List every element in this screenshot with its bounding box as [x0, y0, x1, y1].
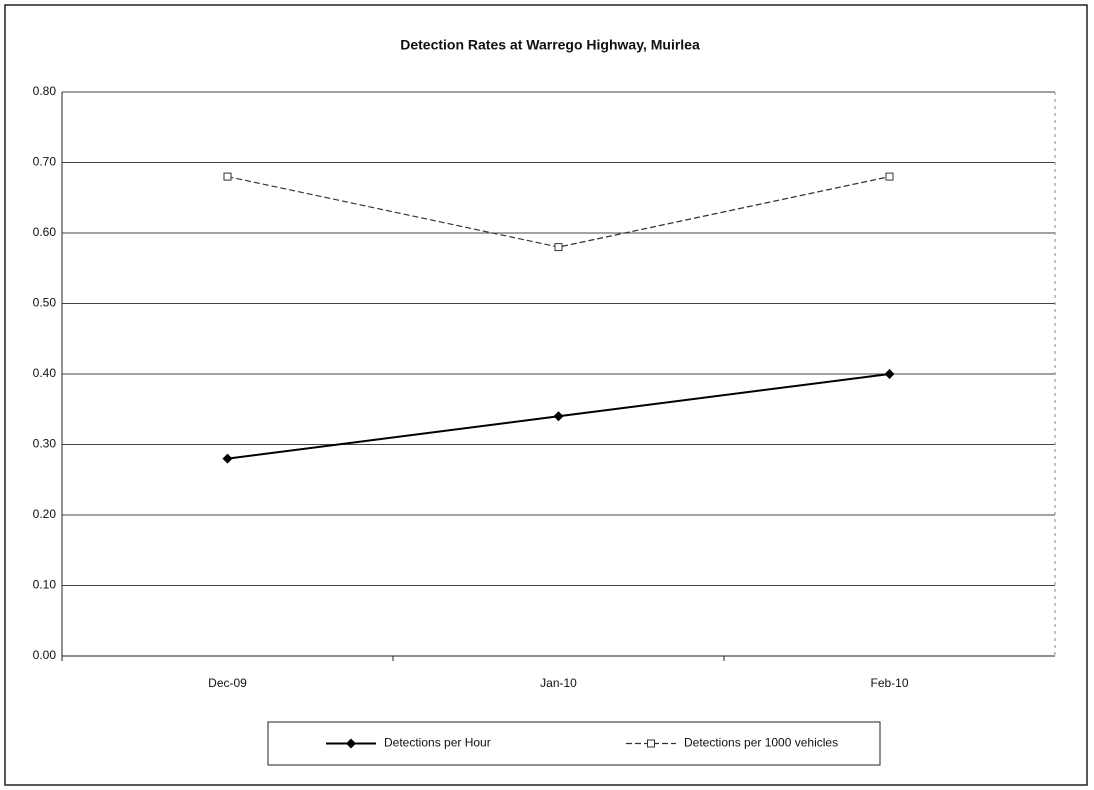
y-tick-label: 0.50: [33, 296, 57, 310]
y-tick-label: 0.70: [33, 155, 57, 169]
x-tick-label: Jan-10: [540, 676, 577, 690]
y-tick-label: 0.40: [33, 366, 57, 380]
legend-marker: [346, 738, 356, 749]
legend-label: Detections per 1000 vehicles: [684, 736, 838, 750]
y-tick-label: 0.00: [33, 648, 57, 662]
y-tick-label: 0.30: [33, 437, 57, 451]
chart-frame: [4, 4, 1088, 786]
marker: [885, 172, 894, 181]
x-tick-label: Feb-10: [870, 676, 908, 690]
chart-title: Detection Rates at Warrego Highway, Muir…: [400, 37, 700, 53]
y-tick-label: 0.80: [33, 84, 57, 98]
marker: [554, 243, 563, 252]
legend-marker: [647, 739, 655, 748]
x-tick-label: Dec-09: [208, 676, 247, 690]
marker: [223, 172, 232, 181]
y-tick-label: 0.60: [33, 225, 57, 239]
series-line: [227, 176, 890, 248]
y-tick-label: 0.10: [33, 578, 57, 592]
marker: [553, 411, 564, 422]
legend-label: Detections per Hour: [384, 736, 491, 750]
y-tick-label: 0.20: [33, 507, 57, 521]
marker: [884, 369, 895, 379]
marker: [222, 453, 233, 464]
